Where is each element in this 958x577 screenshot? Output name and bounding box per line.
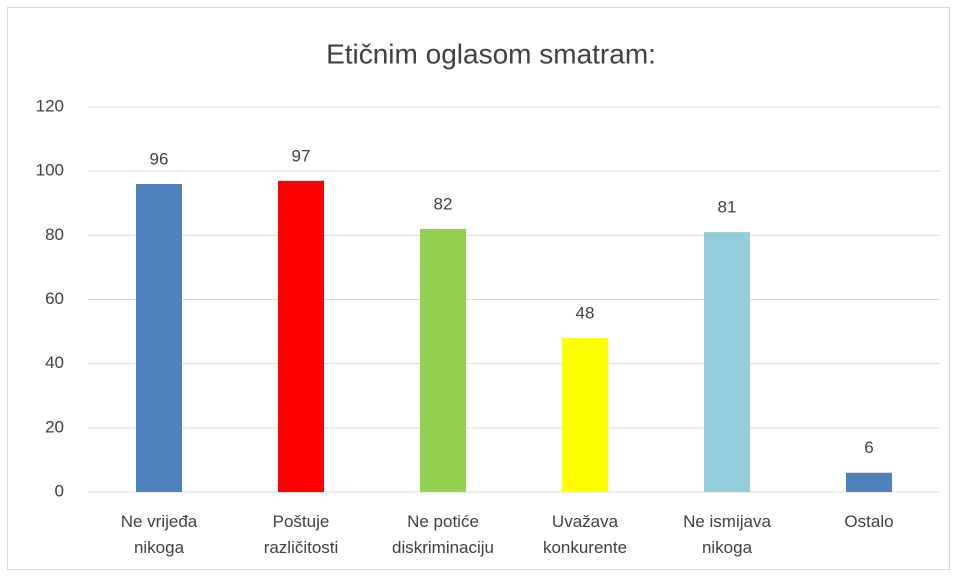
x-tick-label: Poštuje različitosti [264, 512, 339, 557]
x-tick-label: Uvažava konkurente [543, 512, 627, 557]
x-tick-label: Ne vrijeđa nikoga [121, 512, 198, 557]
bar [136, 184, 182, 492]
data-label: 97 [292, 146, 311, 165]
y-tick-label: 0 [55, 481, 64, 500]
bar [278, 180, 324, 492]
data-label: 82 [434, 194, 453, 213]
data-label: 81 [718, 198, 737, 217]
x-tick-label: Ne ismijava nikoga [683, 512, 771, 557]
data-label: 48 [576, 303, 595, 322]
y-tick-label: 40 [45, 353, 64, 372]
bar [420, 228, 466, 492]
bar [846, 472, 892, 492]
y-tick-label: 120 [36, 96, 64, 115]
data-label: 6 [864, 438, 873, 457]
y-tick-label: 20 [45, 417, 64, 436]
x-tick-label: Ostalo [844, 512, 893, 531]
chart-title: Etičnim oglasom smatram: [326, 38, 656, 69]
y-tick-label: 80 [45, 225, 64, 244]
bar [704, 232, 750, 492]
x-tick-label: Ne potiće diskriminaciju [392, 512, 494, 557]
y-tick-label: 100 [36, 161, 64, 180]
bar [562, 338, 608, 492]
y-tick-label: 60 [45, 289, 64, 308]
data-label: 96 [150, 149, 169, 168]
